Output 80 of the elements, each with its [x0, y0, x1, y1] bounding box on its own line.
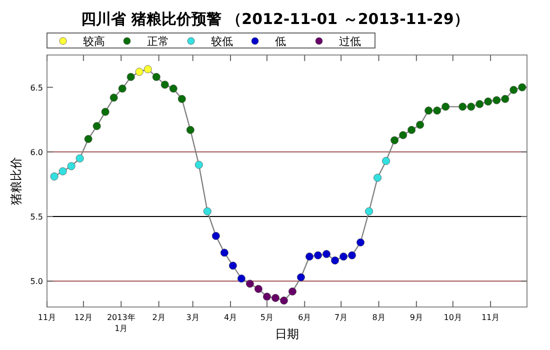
y-tick-label: 6.5 — [30, 83, 43, 92]
point — [186, 126, 194, 134]
point — [416, 120, 424, 129]
point — [101, 108, 110, 116]
point — [92, 122, 101, 130]
point — [374, 174, 382, 182]
x-tick-label: 3月 — [186, 313, 200, 322]
point — [424, 106, 433, 115]
x-tick-label: 11月 — [38, 313, 56, 322]
point — [144, 65, 152, 74]
point — [365, 207, 374, 216]
point — [518, 83, 526, 92]
point — [433, 106, 442, 115]
point — [169, 84, 178, 93]
x-tick-label: 8月 — [372, 313, 386, 322]
y-tick-label: 5.5 — [30, 212, 43, 222]
point — [399, 131, 408, 140]
x-tick-label: 6月 — [298, 313, 312, 322]
point — [331, 256, 339, 264]
point — [220, 248, 228, 257]
legend-label: 较高 — [83, 35, 105, 48]
point — [467, 102, 476, 111]
point — [160, 80, 169, 89]
point — [501, 94, 510, 103]
point — [280, 296, 288, 305]
x-tick-label: 7月 — [334, 313, 348, 322]
point — [118, 84, 126, 93]
chart-title: 四川省 猪粮比价预警 （2012-11-01 ～2013-11-29） — [81, 10, 469, 28]
point — [442, 102, 450, 111]
point — [50, 172, 58, 180]
point — [390, 136, 399, 144]
point — [58, 167, 67, 176]
x-tick-label: 10月 — [444, 313, 462, 322]
legend-label: 低 — [275, 35, 286, 48]
point — [212, 232, 220, 240]
x-tick-label: 4月 — [224, 313, 238, 322]
point — [203, 207, 212, 216]
point — [178, 94, 186, 103]
point — [135, 68, 144, 76]
point — [288, 287, 296, 296]
point — [408, 126, 416, 134]
point — [314, 251, 322, 260]
point — [246, 280, 254, 288]
point — [382, 156, 390, 165]
x-tick-label: 2月 — [152, 313, 166, 322]
point — [356, 238, 365, 246]
point — [237, 274, 246, 283]
point — [484, 98, 492, 106]
y-tick-label: 6.0 — [30, 148, 43, 157]
point — [322, 250, 330, 258]
point — [110, 94, 118, 102]
x-tick-label: 11月 — [481, 313, 500, 322]
point — [67, 162, 76, 170]
point — [194, 160, 203, 169]
legend-label: 较低 — [211, 35, 233, 48]
point — [492, 96, 501, 104]
point — [254, 284, 262, 293]
x-tick-label: 12月 — [74, 313, 93, 322]
legend-label: 过低 — [339, 35, 361, 48]
point — [76, 154, 84, 162]
point — [262, 292, 271, 301]
point — [228, 262, 237, 270]
point — [84, 135, 92, 143]
x-tick-label: 2013年 1月 — [106, 313, 136, 333]
point — [510, 86, 518, 94]
point — [152, 72, 160, 81]
point — [340, 252, 348, 261]
point — [348, 251, 356, 260]
point — [271, 294, 280, 302]
point — [476, 100, 484, 108]
point — [296, 273, 305, 282]
point — [458, 102, 467, 111]
legend-label: 正常 — [147, 35, 169, 48]
x-tick-label: 9月 — [410, 313, 423, 322]
point — [305, 252, 314, 261]
x-axis-title: 日期 — [275, 327, 299, 341]
y-axis-title: 猪粮比价 — [9, 157, 23, 205]
y-tick-label: 5.0 — [30, 277, 43, 286]
point — [126, 72, 135, 81]
x-tick-label: 5月 — [260, 313, 274, 322]
